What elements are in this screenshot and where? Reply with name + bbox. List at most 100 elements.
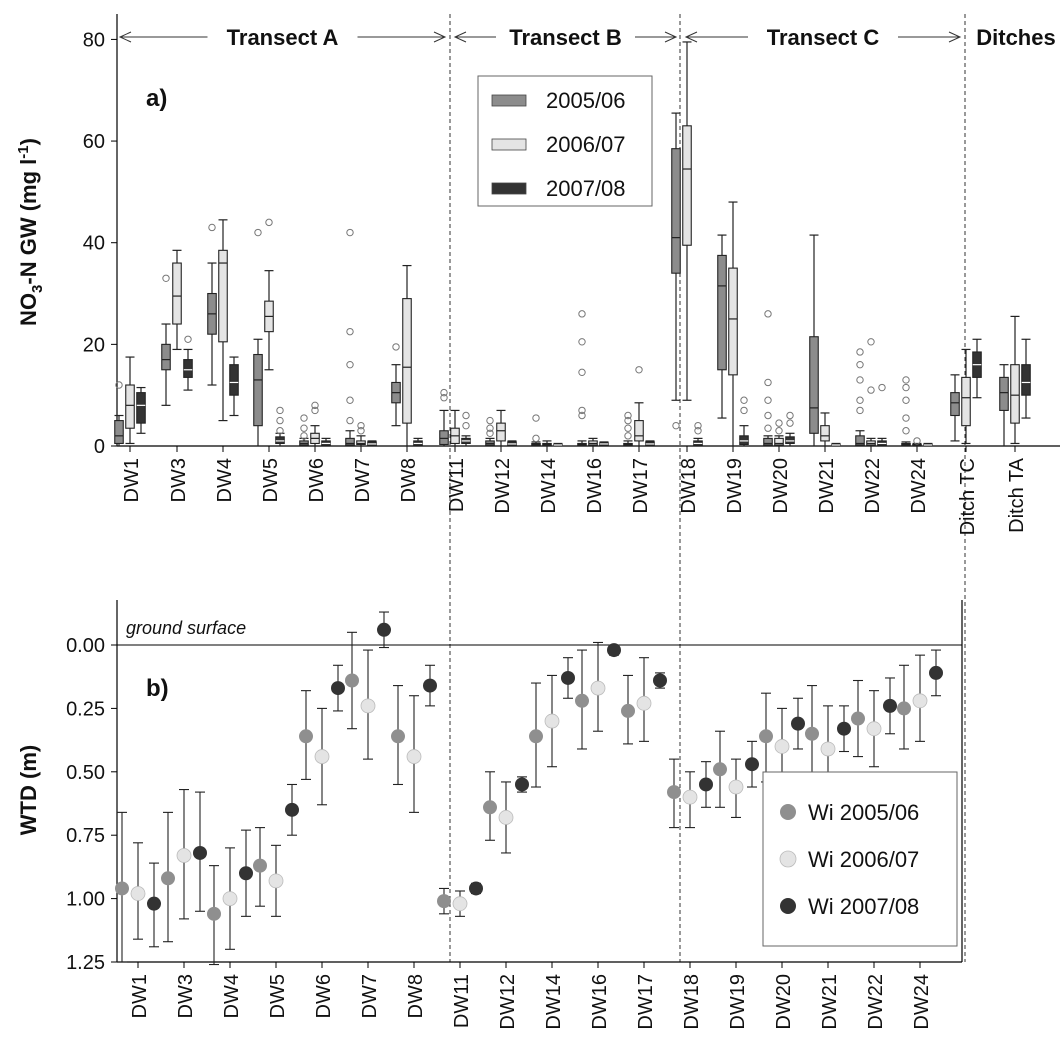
- outlier-point: [578, 406, 586, 415]
- data-point: [912, 693, 928, 709]
- box-DW24-2005/06: [901, 376, 911, 447]
- point-DW11-Wi 2005/06: [437, 887, 451, 915]
- box-body: [183, 359, 193, 378]
- outlier-point: [902, 427, 910, 435]
- point-DW20-Wi 2007/08: [791, 697, 805, 750]
- category-label-b: DW1: [129, 974, 151, 1018]
- point-DW4-Wi 2005/06: [207, 865, 221, 966]
- point-DW16-Wi 2005/06: [575, 649, 589, 750]
- outlier-point: [208, 223, 216, 232]
- data-point: [745, 757, 759, 772]
- box-body: [161, 343, 171, 371]
- box-body: [809, 336, 819, 434]
- box-DW3-2006/07: [172, 249, 182, 351]
- outlier-point: [346, 360, 354, 369]
- outlier-point: [578, 338, 586, 346]
- category-label-a: DW24: [908, 458, 930, 514]
- outlier-point: [694, 427, 702, 435]
- category-label-b: DW3: [175, 974, 197, 1018]
- point-DW16-Wi 2006/07: [590, 641, 606, 732]
- data-point: [391, 729, 405, 744]
- outlier-point: [764, 411, 772, 420]
- box-DW21-2005/06: [809, 234, 819, 447]
- point-DW4-Wi 2007/08: [239, 829, 253, 917]
- outlier-point: [764, 396, 772, 404]
- category-label-a: DW17: [630, 458, 652, 514]
- box-DW4-2005/06: [207, 223, 217, 386]
- outlier-point: [856, 406, 864, 415]
- category-label-a: DW21: [816, 458, 838, 514]
- point-DW5-Wi 2006/07: [268, 844, 284, 917]
- data-point: [805, 726, 819, 741]
- box-DW1-2005/06: [114, 381, 124, 447]
- box-body: [785, 436, 795, 445]
- data-point: [147, 896, 161, 911]
- data-point: [851, 711, 865, 726]
- data-point: [561, 670, 575, 685]
- data-point: [929, 665, 943, 680]
- category-label-a: DW8: [398, 458, 420, 502]
- outlier-point: [346, 416, 354, 425]
- box-DW12-2005/06: [485, 416, 495, 447]
- point-DW14-Wi 2006/07: [544, 674, 560, 768]
- category-label-a: DW1: [121, 458, 143, 502]
- outlier-point: [532, 414, 540, 422]
- box-body: [229, 364, 239, 396]
- outlier-point: [346, 396, 354, 404]
- outlier-point: [694, 421, 702, 430]
- point-DW19-Wi 2007/08: [745, 740, 759, 788]
- y-axis-label-part: 3: [29, 285, 46, 293]
- data-point: [883, 698, 897, 713]
- data-point: [314, 749, 330, 764]
- outlier-point: [462, 421, 470, 430]
- box-body: [125, 384, 135, 429]
- box-DW12-2007/08: [507, 440, 517, 447]
- data-point: [345, 673, 359, 688]
- box-body: [671, 148, 681, 274]
- category-label-b: DW12: [497, 974, 519, 1030]
- point-DW18-Wi 2005/06: [667, 758, 681, 829]
- outlier-point: [740, 396, 748, 404]
- outlier-point: [276, 406, 284, 415]
- outlier-point: [624, 432, 632, 440]
- outlier-point: [486, 416, 494, 425]
- outlier-point: [740, 406, 748, 415]
- outlier-point: [440, 388, 448, 397]
- section-title: Ditches: [976, 25, 1055, 50]
- box-body: [1010, 364, 1020, 424]
- data-point: [515, 777, 529, 792]
- box-body: [728, 267, 738, 376]
- data-point: [728, 779, 744, 795]
- box-DW14-2005/06: [531, 414, 541, 447]
- data-point: [437, 894, 451, 909]
- box-DW3-2005/06: [161, 274, 171, 406]
- outlier-point: [346, 327, 354, 336]
- y-tick-label-a: 20: [83, 334, 105, 356]
- box-DW16-2007/08: [599, 441, 609, 447]
- data-point: [115, 881, 129, 896]
- point-DW22-Wi 2006/07: [866, 690, 882, 768]
- box-DW22-2006/07: [866, 338, 876, 447]
- data-point: [621, 703, 635, 718]
- box-Ditch TC-2005/06: [950, 374, 960, 442]
- y-tick-label-a: 40: [83, 233, 105, 255]
- outlier-point: [856, 348, 864, 356]
- arrow-left-icon: [684, 31, 698, 43]
- category-label-b: DW21: [819, 974, 841, 1030]
- box-DW6-2005/06: [299, 414, 309, 447]
- outlier-point: [300, 424, 308, 432]
- box-DW19-2006/07: [728, 201, 738, 447]
- point-DW6-Wi 2005/06: [299, 690, 313, 780]
- data-point: [820, 741, 836, 757]
- box-DW5-2006/07: [264, 218, 274, 371]
- point-DW11-Wi 2007/08: [469, 881, 483, 896]
- box-body: [950, 392, 960, 417]
- box-DW19-2005/06: [717, 234, 727, 419]
- legend-marker-b: [780, 898, 796, 914]
- outlier-point: [311, 401, 319, 410]
- point-DW14-Wi 2007/08: [561, 657, 575, 699]
- data-point: [130, 886, 146, 901]
- panel-b-water-table-depth: ground surface 0.00 0.25 0.50 0.75 1.00 1.25 WT…: [16, 600, 963, 1030]
- box-DW19-2007/08: [739, 396, 749, 447]
